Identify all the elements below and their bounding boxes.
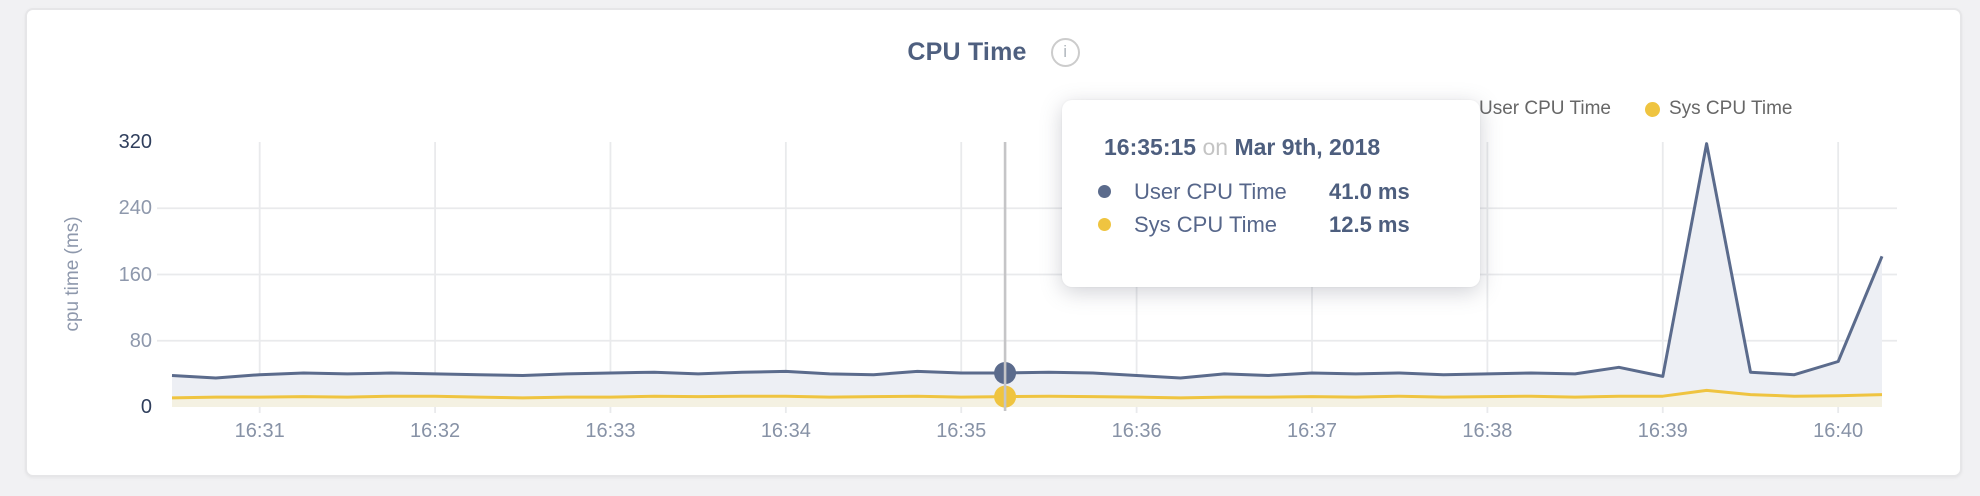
x-tick-label: 16:34 bbox=[760, 420, 811, 442]
y-tick-label: 160 bbox=[118, 263, 152, 286]
legend-label: User CPU Time bbox=[1479, 98, 1611, 119]
sys-series-dot-icon bbox=[1644, 101, 1660, 117]
tooltip-series-value: 12.5 ms bbox=[1329, 211, 1410, 237]
chart-header: CPU Time i bbox=[27, 32, 1960, 72]
tooltip-header: 16:35:15 on Mar 9th, 2018 bbox=[1104, 134, 1480, 161]
y-tick-label: 240 bbox=[118, 197, 152, 220]
plot-area[interactable] bbox=[27, 10, 1964, 479]
tooltip-conjunction: on bbox=[1202, 134, 1229, 160]
chart-title: CPU Time bbox=[907, 37, 1027, 66]
tooltip-series-value: 41.0 ms bbox=[1329, 178, 1410, 204]
chart-card: CPU Time i cpu time (ms) 0 80 160 240 320 16:… bbox=[25, 8, 1962, 477]
tooltip-row: Sys CPU Time 12.5 ms bbox=[1098, 208, 1480, 241]
hover-tooltip: 16:35:15 on Mar 9th, 2018 User CPU Time … bbox=[1062, 100, 1480, 287]
info-icon[interactable]: i bbox=[1050, 37, 1080, 67]
x-tick-label: 16:33 bbox=[585, 420, 636, 442]
sys-series-dot-icon bbox=[1098, 218, 1111, 231]
tooltip-row: User CPU Time 41.0 ms bbox=[1098, 175, 1480, 208]
y-tick-label: 80 bbox=[129, 329, 152, 352]
tooltip-time: 16:35:15 bbox=[1104, 134, 1197, 160]
tooltip-series-label: Sys CPU Time bbox=[1134, 211, 1278, 237]
legend-item-sys-cpu-time[interactable]: Sys CPU Time bbox=[1644, 98, 1793, 120]
y-tick-label: 320 bbox=[118, 131, 152, 153]
legend: User CPU Time Sys CPU Time bbox=[1455, 95, 1793, 123]
x-tick-label: 16:31 bbox=[234, 420, 285, 442]
tooltip-series-label: User CPU Time bbox=[1134, 178, 1287, 204]
user-series-dot-icon bbox=[1098, 185, 1111, 198]
x-tick-label: 16:38 bbox=[1462, 420, 1513, 442]
legend-label: Sys CPU Time bbox=[1668, 98, 1793, 119]
x-tick-label: 16:32 bbox=[410, 420, 461, 442]
x-tick-label: 16:36 bbox=[1111, 420, 1162, 442]
tooltip-date: Mar 9th, 2018 bbox=[1234, 134, 1381, 160]
x-tick-label: 16:37 bbox=[1286, 420, 1338, 442]
x-tick-label: 16:39 bbox=[1637, 420, 1688, 442]
x-tick-label: 16:40 bbox=[1813, 420, 1864, 442]
x-tick-label: 16:35 bbox=[936, 420, 987, 442]
y-tick-label: 0 bbox=[140, 396, 152, 418]
